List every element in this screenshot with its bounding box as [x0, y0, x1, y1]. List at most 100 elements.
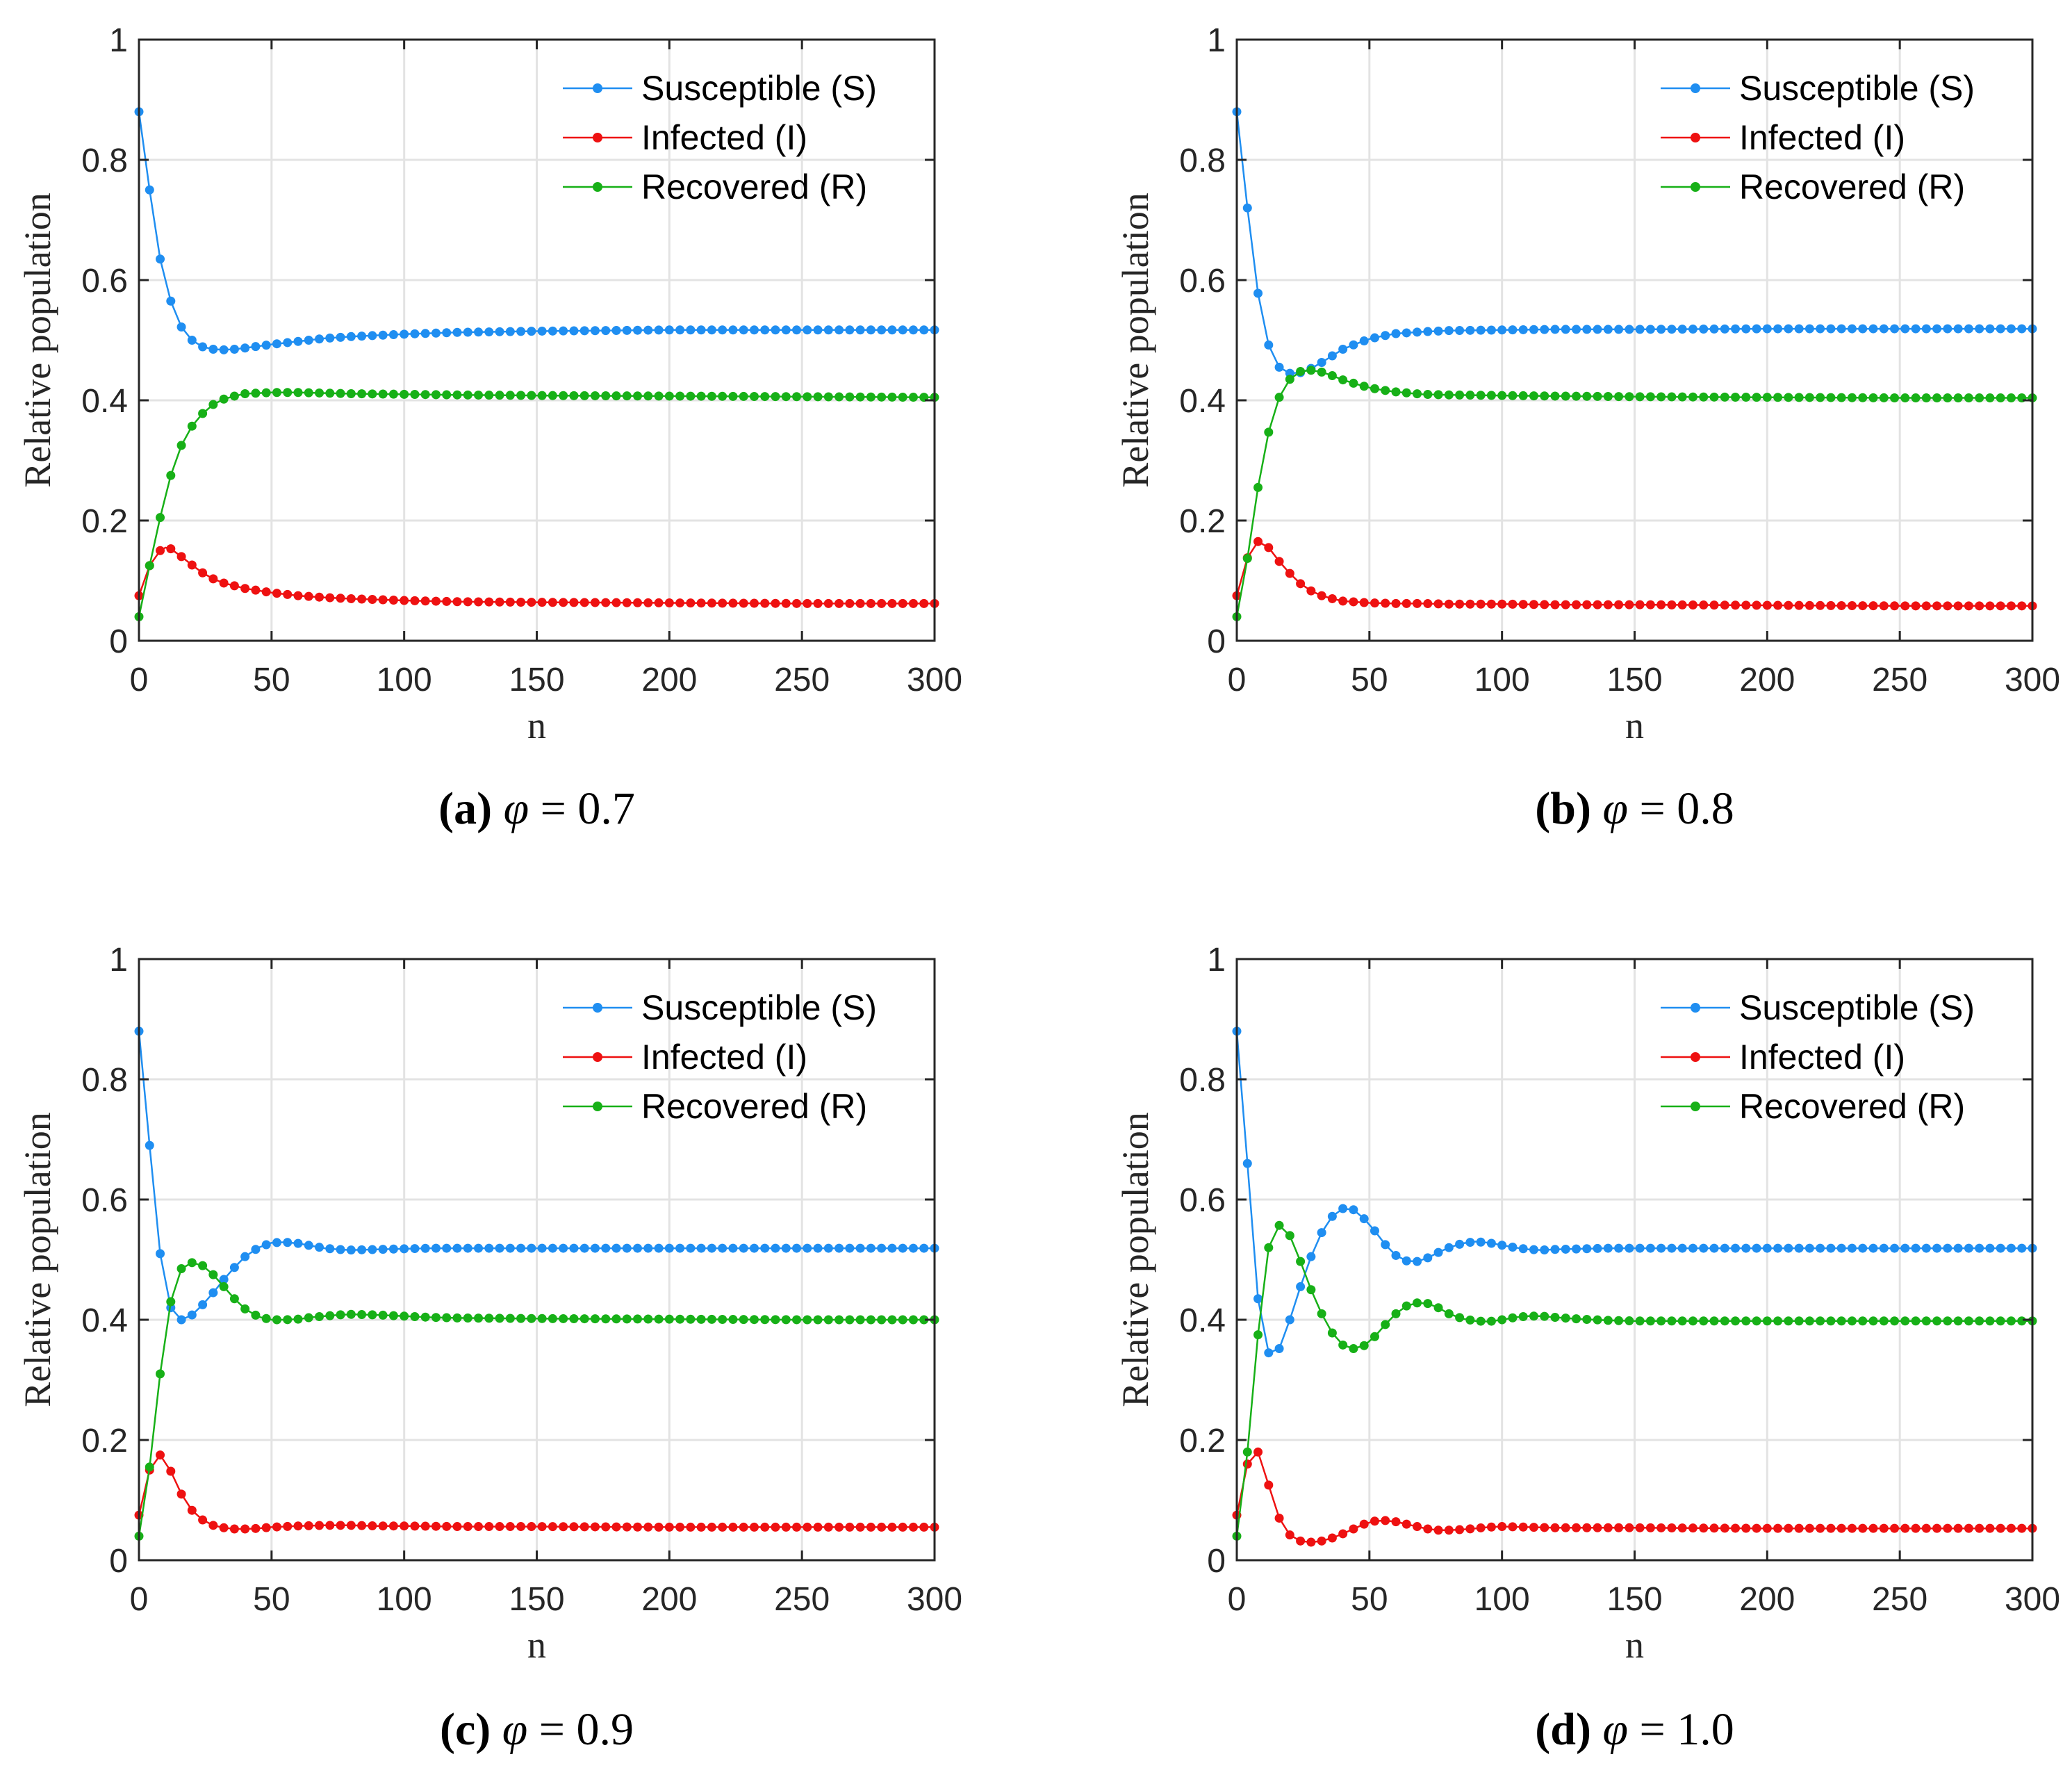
series-point-R	[1444, 1309, 1454, 1318]
series-point-S	[1847, 324, 1857, 334]
series-point-S	[1444, 326, 1454, 336]
series-point-R	[219, 1282, 229, 1291]
series-point-I	[293, 1521, 303, 1531]
series-point-S	[718, 1243, 727, 1253]
series-point-R	[1518, 391, 1528, 400]
series-point-S	[1762, 1243, 1772, 1253]
series-point-R	[1890, 393, 1900, 403]
series-point-S	[1667, 1243, 1677, 1253]
series-point-I	[1317, 591, 1326, 600]
series-point-R	[1720, 392, 1729, 402]
x-tick-label: 200	[1739, 1581, 1795, 1618]
series-point-S	[1423, 1253, 1433, 1263]
series-point-S	[601, 326, 611, 336]
series-point-S	[1359, 336, 1369, 346]
series-point-R	[643, 1314, 653, 1324]
chart-panel-c: 0 50 100 150 200 250 300 0 0.2 0.4 0.6 0.8 1 n Relativ…	[17, 942, 962, 1755]
series-point-I	[293, 591, 303, 600]
series-point-I	[834, 598, 844, 608]
series-point-I	[1677, 600, 1687, 609]
series-point-S	[1741, 324, 1751, 334]
series-point-I	[771, 598, 780, 608]
series-point-S	[1381, 331, 1390, 341]
series-point-R	[1699, 392, 1709, 402]
series-point-I	[1508, 599, 1518, 609]
panel-caption: (d) φ = 1.0	[1535, 1704, 1734, 1755]
series-point-S	[1561, 325, 1570, 334]
series-point-I	[378, 1521, 388, 1531]
legend-label-S: Susceptible (S)	[1739, 69, 1975, 108]
series-point-R	[1816, 393, 1825, 402]
series-point-R	[887, 1315, 897, 1325]
series-point-I	[368, 1521, 377, 1531]
series-point-S	[357, 1245, 367, 1254]
series-point-S	[388, 330, 398, 340]
series-point-S	[2017, 324, 2027, 334]
series-point-R	[1858, 393, 1868, 402]
series-point-R	[1317, 1309, 1326, 1318]
series-point-I	[1338, 596, 1348, 606]
series-point-I	[166, 1466, 176, 1476]
series-point-R	[1370, 384, 1379, 393]
caption-value: 1.0	[1677, 1704, 1734, 1755]
series-point-R	[1964, 393, 1973, 403]
series-point-I	[1635, 600, 1645, 609]
series-point-R	[877, 1315, 887, 1325]
series-point-S	[1699, 1243, 1709, 1253]
series-point-S	[1370, 333, 1379, 343]
series-point-S	[569, 1243, 579, 1253]
series-point-R	[2017, 1316, 2027, 1326]
series-point-S	[654, 325, 664, 335]
series-point-R	[1582, 391, 1592, 401]
series-point-S	[1868, 324, 1878, 334]
series-point-R	[537, 391, 547, 400]
series-point-R	[1285, 375, 1294, 384]
series-point-S	[1677, 325, 1687, 334]
series-point-S	[1773, 1243, 1783, 1253]
series-point-I	[537, 598, 547, 607]
series-point-I	[1762, 1523, 1772, 1533]
series-point-R	[1540, 391, 1549, 401]
series-point-R	[1762, 393, 1772, 402]
series-point-S	[452, 327, 462, 337]
series-point-R	[548, 1314, 557, 1323]
series-point-R	[1338, 375, 1348, 385]
series-point-R	[1900, 393, 1910, 403]
series-point-I	[548, 598, 557, 607]
series-point-S	[1836, 324, 1846, 334]
series-point-S	[368, 1245, 377, 1254]
series-point-R	[1635, 392, 1645, 402]
series-point-R	[1391, 387, 1401, 397]
series-point-I	[1709, 600, 1719, 610]
series-point-R	[633, 391, 643, 401]
series-point-R	[1656, 392, 1666, 402]
series-point-I	[368, 594, 377, 604]
series-point-S	[1890, 1243, 1900, 1253]
legend-label-R: Recovered (R)	[641, 167, 867, 206]
x-axis-label: n	[1625, 705, 1644, 746]
series-point-R	[1996, 1316, 2005, 1326]
series-point-S	[240, 1252, 250, 1261]
series-point-I	[1455, 599, 1465, 609]
series-point-R	[431, 1313, 441, 1323]
series-point-S	[643, 1243, 653, 1253]
series-point-S	[1879, 324, 1889, 334]
series-point-I	[664, 598, 674, 608]
series-point-I	[1656, 600, 1666, 609]
series-point-R	[145, 561, 154, 571]
series-point-R	[845, 392, 855, 402]
series-point-I	[1508, 1522, 1518, 1532]
series-point-S	[208, 1288, 218, 1298]
series-point-I	[1518, 600, 1528, 609]
series-point-R	[1497, 391, 1507, 400]
series-point-I	[378, 595, 388, 605]
series-point-S	[219, 345, 229, 354]
series-point-I	[1784, 600, 1793, 610]
series-point-R	[1476, 391, 1486, 400]
series-point-R	[1413, 389, 1422, 399]
series-point-I	[346, 594, 356, 603]
series-point-S	[176, 1315, 186, 1325]
series-point-R	[1943, 393, 1952, 403]
series-point-S	[272, 1238, 281, 1247]
series-point-R	[1572, 391, 1581, 401]
